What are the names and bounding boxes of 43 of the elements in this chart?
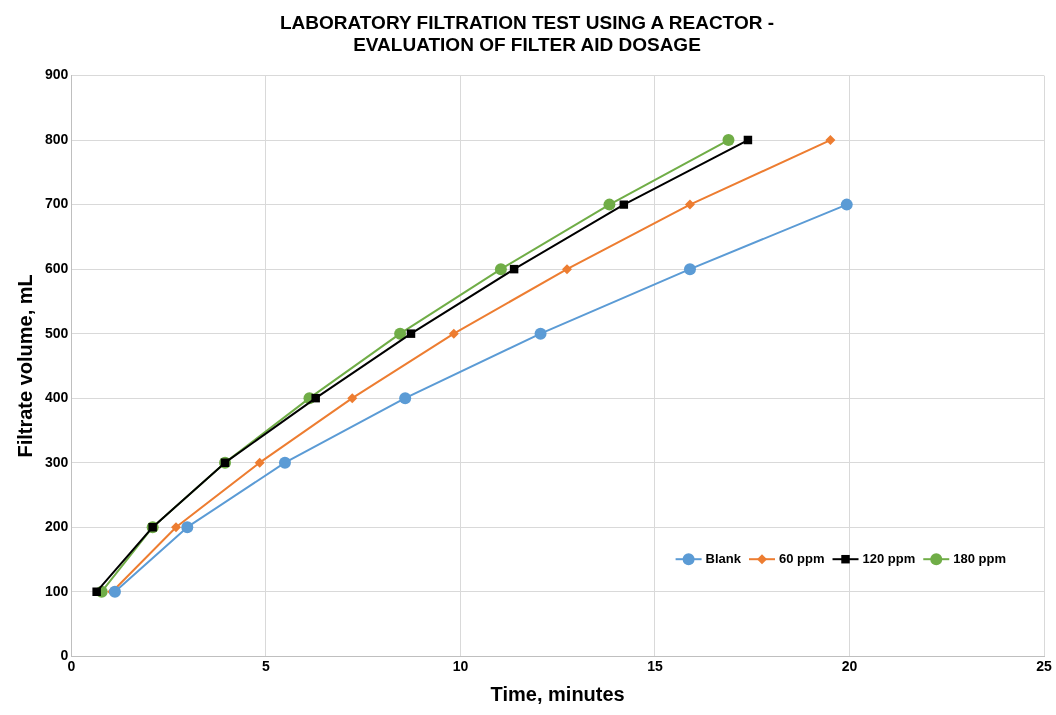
y-tick-label: 0 — [60, 647, 69, 664]
point — [603, 198, 616, 211]
x-tick-label: 5 — [261, 658, 270, 675]
y-tick-label: 900 — [45, 66, 69, 83]
point — [534, 327, 547, 340]
y-tick-label: 100 — [45, 582, 69, 599]
point — [619, 200, 629, 209]
point — [448, 328, 459, 339]
legend-label: 180 ppm — [953, 550, 1007, 566]
point — [840, 198, 853, 211]
point — [254, 457, 265, 468]
chart-title: LABORATORY FILTRATION TEST USING A REACTOR - EVALUATION OF FILTER AID DOSAGE — [280, 11, 774, 56]
point — [683, 263, 696, 276]
y-tick-label: 300 — [45, 453, 69, 470]
point — [406, 329, 416, 338]
point — [278, 456, 291, 469]
legend-label: 120 ppm — [862, 550, 916, 566]
y-tick-label: 400 — [45, 389, 69, 406]
x-axis-title: Time, minutes — [490, 682, 625, 705]
x-tick-label: 20 — [841, 658, 858, 675]
point — [494, 263, 507, 276]
point — [684, 199, 695, 210]
x-tick-label: 15 — [647, 658, 663, 675]
legend-label: 60 ppm — [779, 550, 825, 566]
y-tick-label: 600 — [45, 259, 69, 276]
y-tick-label: 500 — [45, 324, 69, 341]
point — [92, 587, 101, 596]
point — [399, 392, 412, 405]
point — [171, 522, 182, 533]
y-tick-label: 800 — [45, 130, 69, 147]
point — [722, 134, 735, 147]
point — [394, 327, 407, 340]
x-tick-label: 10 — [452, 658, 469, 675]
y-axis-title: Filtrate volume, mL — [13, 274, 36, 458]
legend-label: Blank — [705, 550, 742, 566]
y-tick-label: 200 — [45, 518, 69, 535]
x-tick-label: 25 — [1036, 658, 1052, 675]
point — [562, 264, 573, 275]
point — [311, 393, 320, 403]
point — [825, 135, 836, 146]
y-tick-label: 700 — [45, 195, 69, 212]
point — [181, 521, 194, 534]
point — [347, 393, 358, 404]
